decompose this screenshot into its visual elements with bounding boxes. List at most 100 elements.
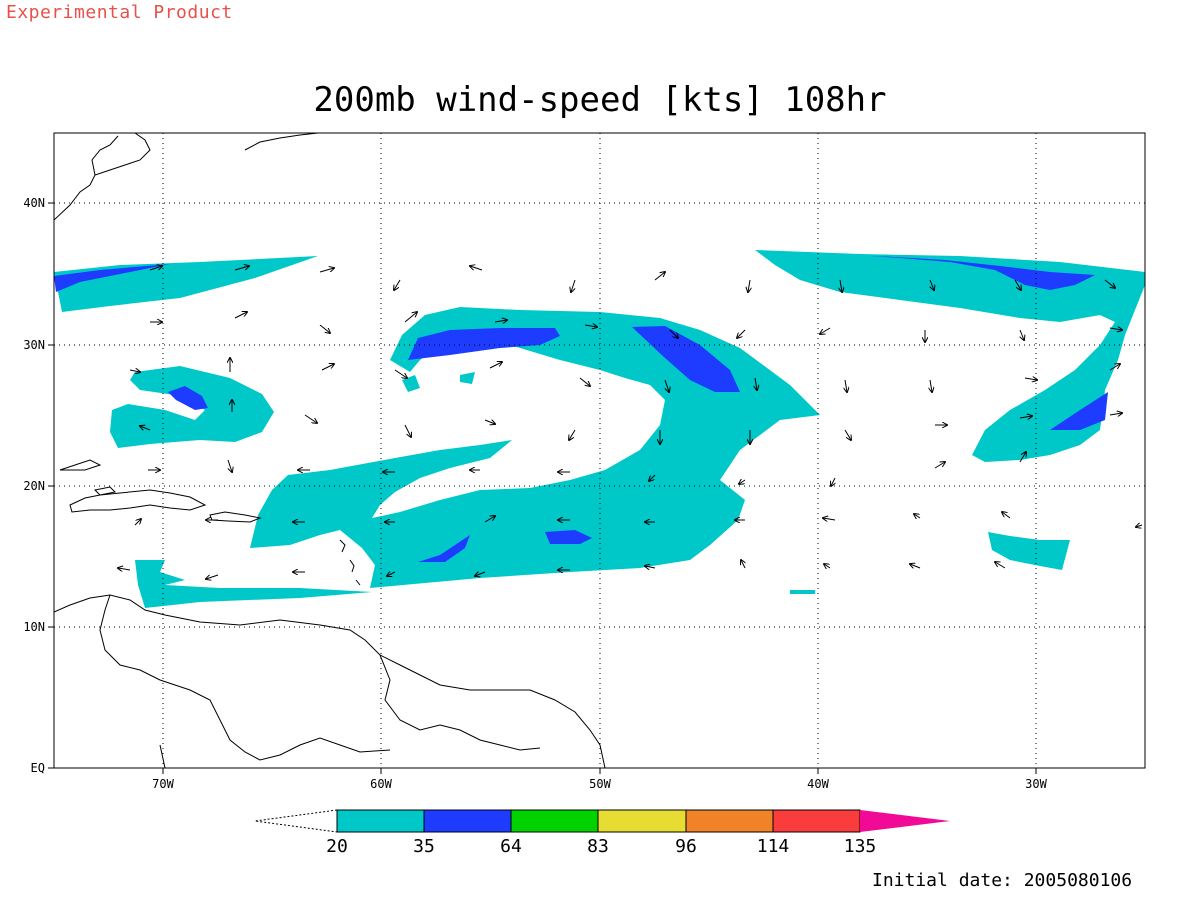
shade-20-nw-jet [54, 256, 318, 312]
wind-vector-arrow [404, 312, 417, 323]
lat-label-10n: 10N [23, 620, 45, 634]
shade-35-nw-jet [54, 264, 170, 292]
colorbar-segment-114-135 [772, 809, 861, 833]
lat-lon-grid [54, 133, 1145, 768]
lat-label-eq: EQ [31, 761, 45, 775]
wind-vector-arrow [571, 279, 576, 292]
wind-vector-arrow [1019, 416, 1032, 418]
wind-vector-arrow [1020, 329, 1024, 340]
wind-vector-arrow [755, 377, 757, 390]
wind-vector-arrow [319, 268, 334, 273]
wind-vector-arrow [321, 364, 334, 371]
wind-vector-arrow [664, 379, 669, 392]
colorbar-label-96: 96 [675, 836, 697, 857]
shade-35-central-north [408, 328, 560, 360]
shade-35-ne-south [1050, 392, 1108, 430]
wind-speed-shading [54, 250, 1145, 608]
shade-35-central-south [545, 530, 592, 544]
wind-vector-arrow [654, 272, 665, 281]
wind-vector-arrow [319, 324, 330, 333]
wind-vector-arrow [824, 564, 831, 568]
wind-vector-arrow [234, 266, 249, 271]
colorbar-label-135: 135 [844, 836, 877, 857]
wind-vector-arrow [741, 560, 745, 569]
colorbar-segment-35-64 [423, 809, 512, 833]
map-title: 200mb wind-speed [kts] 108hr [313, 80, 887, 120]
wind-vector-arrow [234, 312, 247, 319]
wind-vector-arrow [645, 566, 656, 568]
wind-vector-arrow [304, 414, 317, 423]
wind-vector-arrow [1136, 525, 1143, 527]
colorbar-label-83: 83 [587, 836, 609, 857]
wind-vector-arrow [934, 462, 945, 469]
colorbar-high-triangle [860, 810, 950, 832]
wind-vector-arrow [227, 459, 232, 472]
wind-vector-arrow [669, 329, 678, 338]
shade-20-swirl [110, 366, 274, 448]
wind-vector-arrow [844, 429, 851, 440]
wind-vector-arrow [484, 516, 495, 523]
colorbar-segment-96-114 [685, 809, 774, 833]
coastlines [54, 133, 606, 768]
wind-vector-arrow [845, 379, 847, 392]
wind-vector-arrow [1109, 413, 1122, 415]
wind-vector-arrow [470, 266, 483, 271]
wind-vector-arrow [134, 519, 141, 526]
coast-north-america [54, 133, 319, 221]
wind-vector-arrow [569, 429, 576, 440]
colorbar-segment-83-96 [597, 809, 687, 833]
lon-label-60w: 60W [370, 777, 392, 791]
wind-vector-arrow [118, 568, 131, 570]
coast-south-america [54, 594, 606, 768]
initial-date-label: Initial date: 2005080106 [872, 870, 1133, 891]
axis-ticks [48, 202, 1037, 774]
wind-vector-arrow [995, 562, 1006, 569]
lon-label-50w: 50W [589, 777, 611, 791]
shade-35-ne-jet [870, 256, 1095, 290]
wind-vector-arrow [484, 420, 495, 424]
wind-vector-arrow [930, 279, 934, 290]
colorbar-label-114: 114 [757, 836, 790, 857]
colorbar-label-35: 35 [413, 836, 435, 857]
shade-20-east-blob [988, 532, 1070, 570]
wind-vector-arrow [930, 379, 932, 392]
wind-vector-arrow [914, 514, 921, 518]
shade-35-swirl [168, 386, 208, 410]
wind-vector-arrow [823, 518, 836, 520]
lon-label-40w: 40W [807, 777, 829, 791]
lon-label-30w: 30W [1025, 777, 1047, 791]
shade-20-caribbean [135, 560, 372, 608]
shade-35-central-east [632, 326, 740, 392]
wind-vector-arrow [494, 320, 507, 322]
wind-vector-arrow [737, 329, 746, 338]
colorbar-segment-64-83 [510, 809, 599, 833]
wind-vector-arrow [404, 424, 411, 437]
lat-label-40n: 40N [23, 196, 45, 210]
lat-label-30n: 30N [23, 338, 45, 352]
wind-vector-arrow [584, 325, 597, 327]
shade-20-small-dot [790, 590, 815, 594]
wind-vector-arrow [394, 369, 407, 378]
wind-vector-arrow [129, 370, 140, 372]
colorbar-segment-20-35 [336, 809, 425, 833]
wind-vector-arrow [910, 564, 921, 568]
shade-35-central-southwest [418, 535, 470, 562]
wind-vectors [118, 266, 1143, 579]
wind-vector-arrow [206, 574, 219, 579]
wind-vector-arrow [1109, 364, 1120, 371]
shade-20-ne-jet [755, 250, 1145, 462]
wind-vector-arrow [1019, 452, 1026, 463]
wind-vector-arrow [1014, 279, 1021, 290]
wind-vector-arrow [489, 362, 502, 369]
wind-vector-arrow [149, 266, 162, 271]
wind-vector-arrow [1024, 378, 1037, 380]
wind-vector-arrow [140, 426, 151, 430]
lat-label-20n: 20N [23, 479, 45, 493]
wind-vector-arrow [387, 572, 396, 576]
wind-vector-arrow [579, 377, 590, 386]
colorbar-label-64: 64 [500, 836, 522, 857]
wind-vector-arrow [840, 279, 842, 292]
colorbar-label-20: 20 [326, 836, 348, 857]
shade-20-small-islands [402, 372, 475, 392]
